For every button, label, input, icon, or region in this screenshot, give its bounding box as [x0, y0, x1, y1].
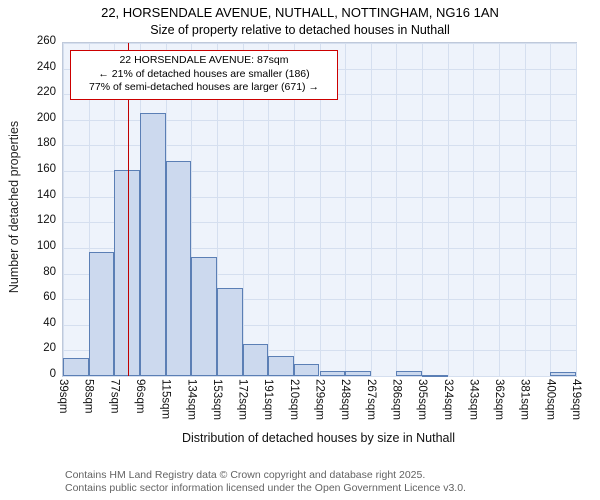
y-tick-label: 260	[36, 35, 56, 47]
y-tick-label: 100	[36, 239, 56, 252]
grid-line-vertical	[447, 43, 449, 376]
bar	[139, 113, 166, 376]
grid-line-vertical	[216, 43, 218, 376]
plot-area: 22 HORSENDALE AVENUE: 87sqm ← 21% of det…	[62, 42, 577, 377]
grid-line-vertical	[293, 43, 295, 376]
grid-line-vertical	[63, 43, 64, 376]
x-tick-label: 210sqm	[287, 379, 300, 420]
x-tick-label: 419sqm	[570, 379, 582, 420]
x-tick-label: 248sqm	[339, 379, 352, 420]
grid-line-vertical	[345, 43, 347, 376]
bar	[191, 256, 217, 376]
bar	[165, 160, 192, 376]
x-tick-label: 400sqm	[544, 379, 557, 420]
bar	[114, 169, 140, 376]
x-tick-label: 115sqm	[159, 379, 172, 420]
grid-line-vertical	[396, 43, 398, 376]
grid-line-horizontal	[63, 376, 576, 377]
y-tick-label: 80	[43, 265, 56, 278]
annotation-line3: 77% of semi-detached houses are larger (…	[89, 81, 319, 94]
y-tick-label: 40	[43, 316, 56, 329]
grid-line-vertical	[473, 43, 475, 376]
grid-line-vertical	[191, 43, 193, 376]
grid-line-vertical	[524, 43, 526, 376]
bar	[216, 287, 243, 376]
x-tick-label: 134sqm	[185, 379, 198, 420]
x-tick-label: 229sqm	[313, 379, 326, 420]
y-tick-label: 20	[43, 342, 56, 355]
x-tick-label: 153sqm	[210, 379, 223, 420]
grid-line-vertical	[550, 43, 552, 376]
bar	[422, 374, 448, 377]
grid-line-vertical	[370, 43, 372, 376]
chart-title: 22, HORSENDALE AVENUE, NUTHALL, NOTTINGH…	[101, 5, 499, 20]
chart-subtitle: Size of property relative to detached ho…	[150, 23, 450, 37]
x-tick-label: 286sqm	[390, 379, 403, 420]
y-tick-label: 140	[36, 188, 56, 201]
y-tick-label: 160	[36, 163, 56, 176]
bar	[319, 370, 346, 376]
x-tick-label: 381sqm	[518, 379, 531, 420]
bar	[63, 358, 89, 376]
bar	[396, 370, 423, 376]
grid-line-vertical	[576, 43, 577, 376]
annotation-line1: 22 HORSENDALE AVENUE: 87sqm	[119, 54, 289, 66]
annotation-line2: ← 21% of detached houses are smaller (18…	[98, 67, 310, 80]
bar	[345, 370, 371, 376]
x-tick-label: 305sqm	[416, 379, 429, 420]
x-tick-label: 96sqm	[133, 379, 146, 414]
x-tick-label: 172sqm	[236, 379, 249, 420]
x-tick-label: 39sqm	[57, 379, 69, 414]
grid-line-vertical	[88, 43, 90, 376]
grid-line-vertical	[268, 43, 270, 376]
y-tick-label: 0	[49, 368, 56, 380]
annotation-box: 22 HORSENDALE AVENUE: 87sqm ← 21% of det…	[70, 50, 338, 100]
y-tick-label: 60	[43, 291, 56, 304]
bar	[268, 355, 294, 376]
grid-line-vertical	[242, 43, 244, 376]
bar	[293, 364, 320, 376]
x-tick-label: 58sqm	[82, 379, 95, 414]
bar	[550, 372, 576, 376]
x-tick-label: 267sqm	[364, 379, 377, 420]
y-tick-label: 200	[36, 111, 56, 124]
footer: Contains HM Land Registry data © Crown c…	[65, 469, 466, 495]
x-tick-label: 324sqm	[441, 379, 454, 420]
x-tick-label: 77sqm	[108, 379, 121, 414]
y-tick-label: 220	[36, 86, 56, 99]
grid-line-vertical	[499, 43, 501, 376]
x-tick-label: 362sqm	[493, 379, 506, 420]
x-tick-label: 191sqm	[262, 379, 275, 420]
y-tick-label: 120	[36, 214, 56, 227]
grid-line-vertical	[422, 43, 424, 376]
y-tick-label: 180	[36, 137, 56, 150]
y-tick-label: 240	[36, 60, 56, 73]
bar	[242, 343, 269, 376]
marker-line	[127, 43, 130, 376]
x-tick-label: 343sqm	[467, 379, 480, 420]
footer-line2: Contains public sector information licen…	[65, 482, 466, 495]
grid-line-vertical	[319, 43, 321, 376]
footer-line1: Contains HM Land Registry data © Crown c…	[65, 469, 426, 481]
bar	[88, 251, 115, 376]
y-axis-title: Number of detached properties	[7, 120, 21, 294]
x-axis-title: Distribution of detached houses by size …	[181, 431, 456, 445]
